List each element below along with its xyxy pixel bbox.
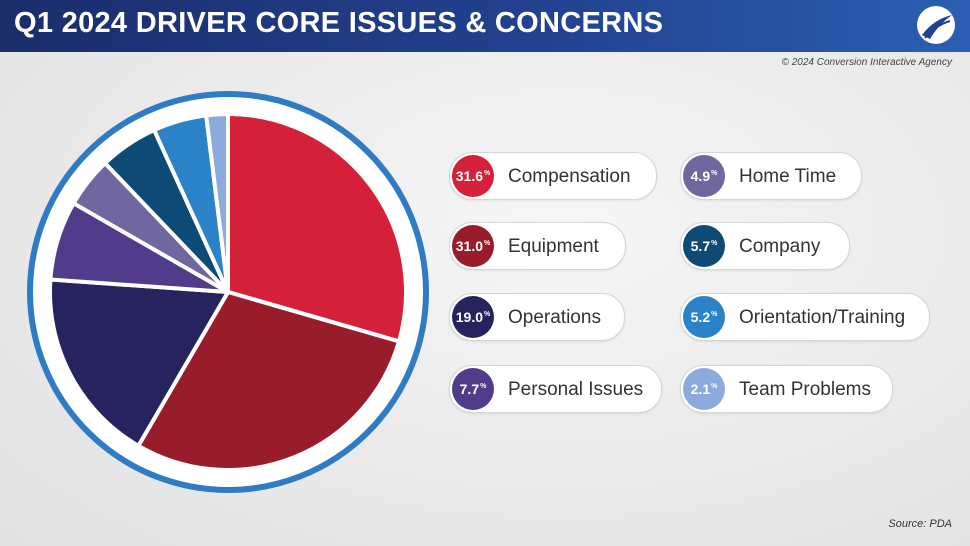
legend-value-badge: 4.9% — [683, 155, 725, 197]
legend-label: Compensation — [508, 166, 631, 187]
legend-item-orientation-training: 5.2% Orientation/Training — [680, 293, 930, 341]
legend-value-badge: 7.7% — [452, 368, 494, 410]
legend-value-badge: 31.0% — [452, 225, 494, 267]
legend-label: Home Time — [739, 166, 837, 187]
pie-chart — [27, 91, 429, 493]
legend-value: 31.0 — [455, 238, 483, 254]
legend-item-operations: 19.0% Operations — [449, 293, 625, 341]
page-title: Q1 2024 DRIVER CORE ISSUES & CONCERNS — [14, 7, 664, 39]
legend-value-badge: 31.6% — [452, 155, 494, 197]
percent-sign: % — [484, 239, 491, 247]
source-note: Source: PDA — [888, 518, 952, 530]
legend-value: 2.1 — [690, 381, 711, 397]
legend-label: Operations — [508, 307, 601, 328]
legend-value: 5.7 — [690, 238, 711, 254]
legend-value-badge: 2.1% — [683, 368, 725, 410]
header-bar: Q1 2024 DRIVER CORE ISSUES & CONCERNS — [0, 0, 970, 52]
legend-label: Personal Issues — [508, 379, 644, 400]
copyright-text: © 2024 Conversion Interactive Agency — [781, 57, 952, 68]
legend-label: Company — [739, 236, 821, 257]
percent-sign: % — [484, 310, 491, 318]
percent-sign: % — [711, 382, 718, 390]
legend-label: Equipment — [508, 236, 599, 257]
legend-value-badge: 5.7% — [683, 225, 725, 267]
percent-sign: % — [711, 169, 718, 177]
legend-item-team-problems: 2.1% Team Problems — [680, 365, 893, 413]
pie-slice-compensation — [226, 112, 408, 344]
legend-label: Orientation/Training — [739, 307, 906, 328]
pie-slice-team-problems — [204, 112, 230, 294]
legend-value-badge: 5.2% — [683, 296, 725, 338]
legend-label: Team Problems — [739, 379, 871, 400]
percent-sign: % — [480, 382, 487, 390]
legend-value: 31.6 — [455, 168, 483, 184]
legend-value: 5.2 — [690, 309, 711, 325]
pie-slice-operations — [48, 277, 230, 448]
legend-value: 19.0 — [455, 309, 483, 325]
legend-value: 4.9 — [690, 168, 711, 184]
legend-item-compensation: 31.6% Compensation — [449, 152, 657, 200]
legend-item-company: 5.7% Company — [680, 222, 850, 270]
percent-sign: % — [711, 310, 718, 318]
legend-value-badge: 19.0% — [452, 296, 494, 338]
legend-item-personal-issues: 7.7% Personal Issues — [449, 365, 662, 413]
road-swoosh-logo-icon — [917, 6, 955, 44]
percent-sign: % — [711, 239, 718, 247]
legend-item-equipment: 31.0% Equipment — [449, 222, 626, 270]
percent-sign: % — [484, 169, 491, 177]
legend-item-home-time: 4.9% Home Time — [680, 152, 862, 200]
legend-value: 7.7 — [459, 381, 480, 397]
